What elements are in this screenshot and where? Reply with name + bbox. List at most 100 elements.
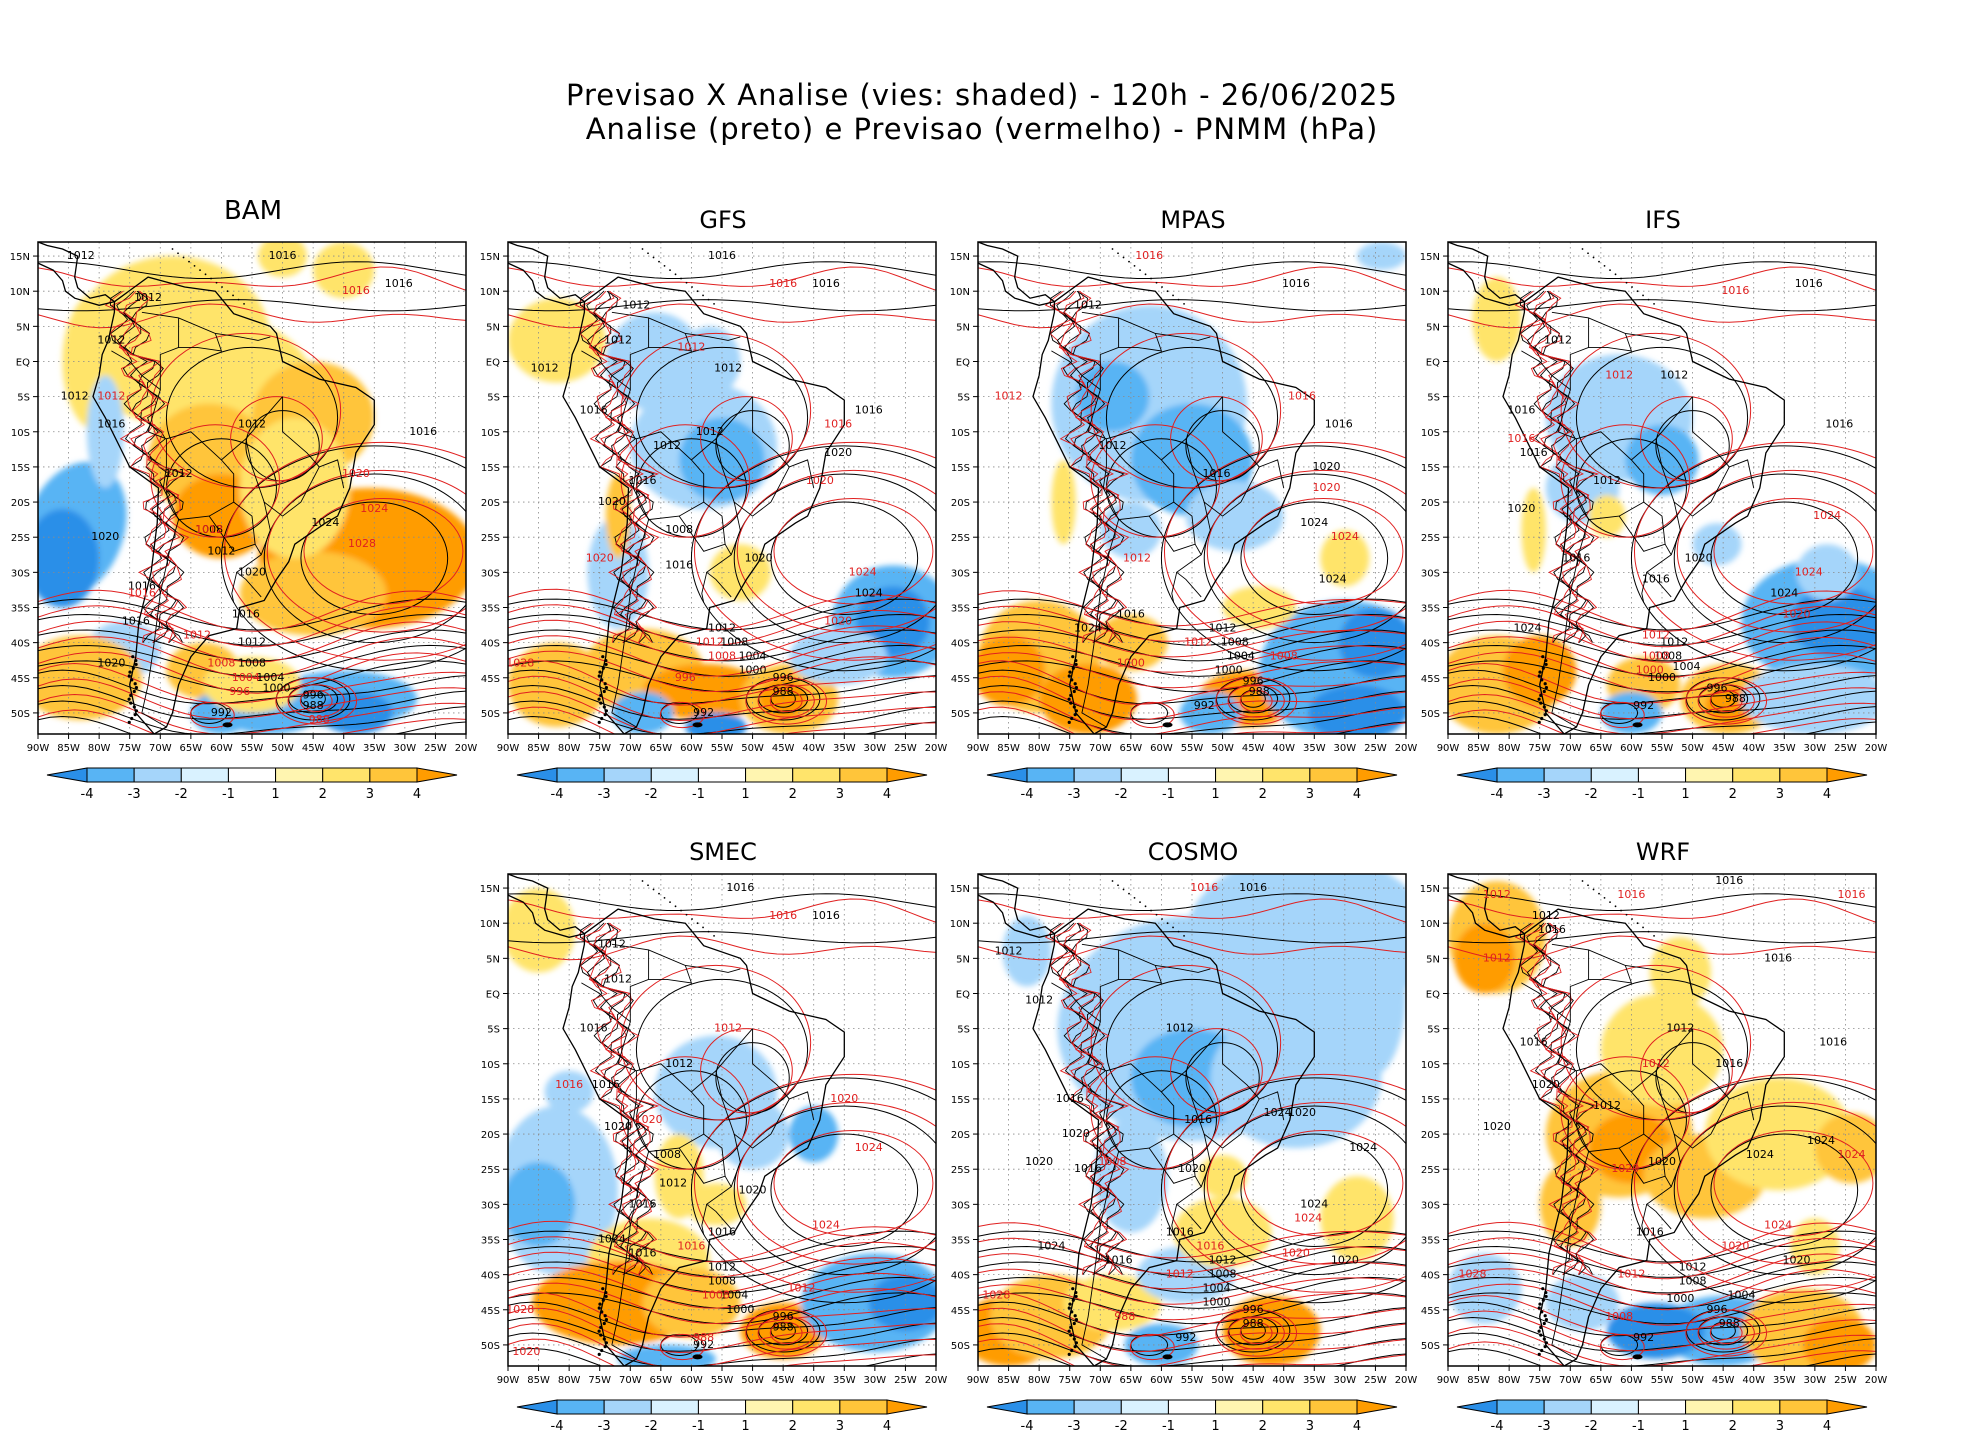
y-tick-label: 50S: [1421, 709, 1440, 720]
x-tick-label: 40W: [1742, 1375, 1765, 1386]
contour-label-analise: 1016: [1795, 277, 1823, 290]
bias-shade: [1692, 523, 1742, 566]
contour-label-previsao: 996: [229, 685, 250, 698]
contour-label-analise: 1008: [1221, 636, 1249, 649]
x-tick-label: 40W: [332, 743, 355, 754]
x-tick-label: 25W: [1834, 743, 1857, 754]
x-tick-label: 30W: [1804, 743, 1827, 754]
y-tick-label: 30S: [951, 1200, 970, 1211]
y-tick-label: 25S: [11, 533, 30, 544]
map-panel-cosmo: 1016101210121012101610201016102410201024…: [950, 873, 1417, 1386]
colorbar-label: 3: [366, 787, 374, 802]
y-tick-label: 5N: [956, 954, 970, 965]
x-tick-label: 80W: [1028, 1375, 1051, 1386]
contour-label-analise: 1012: [696, 425, 724, 438]
contour-label-previsao: 1016: [1288, 390, 1316, 403]
y-tick-label: 35S: [11, 603, 30, 614]
x-tick-label: 40W: [802, 743, 825, 754]
colorbar-cosmo: -4 -3 -2 -1 1 2 3 4: [986, 1399, 1398, 1434]
contour-label-analise: 1020: [1313, 460, 1341, 473]
contour-label-previsao: 1016: [824, 418, 852, 431]
colorbar-label: 3: [1306, 787, 1314, 802]
y-tick-label: 5N: [1426, 954, 1440, 965]
y-tick-label: 10S: [1421, 428, 1440, 439]
bias-shade: [1521, 488, 1546, 573]
contour-label-previsao: 1020: [824, 615, 852, 628]
x-tick-label: 65W: [1590, 1375, 1613, 1386]
colorbar-ifs: -4 -3 -2 -1 1 2 3 4: [1456, 767, 1868, 802]
y-tick-label: 5S: [957, 393, 970, 404]
contour-label-analise: 988: [1725, 692, 1746, 705]
y-tick-label: 10S: [951, 1060, 970, 1071]
colorbar-label: 3: [1776, 1419, 1784, 1434]
y-tick-label: 35S: [1421, 603, 1440, 614]
contour-label-analise: 1000: [726, 1303, 754, 1316]
contour-label-analise: 1020: [97, 657, 125, 670]
contour-label-analise: 1020: [739, 1183, 767, 1196]
contour-label-analise: 1008: [665, 523, 693, 536]
contour-label-previsao: 1020: [830, 1092, 858, 1105]
x-tick-label: 75W: [1528, 1375, 1551, 1386]
contour-label-analise: 1008: [195, 523, 223, 536]
y-tick-label: 15N: [1420, 884, 1440, 895]
contour-label-analise: 1024: [1300, 516, 1328, 529]
colorbar-label: 4: [1353, 787, 1361, 802]
x-tick-label: 70W: [1089, 743, 1112, 754]
y-tick-label: 15S: [1421, 463, 1440, 474]
contour-label-analise: 1012: [238, 636, 266, 649]
contour-label-analise: 1012: [995, 944, 1023, 957]
contour-label-analise: 1016: [580, 404, 608, 417]
contour-label-analise: 1004: [1672, 660, 1700, 673]
colorbar-label: -2: [1115, 1419, 1128, 1434]
bias-shade: [1308, 684, 1406, 734]
contour-label-analise: 1012: [714, 362, 742, 375]
contour-label-previsao: 1016: [342, 284, 370, 297]
y-tick-label: 50S: [951, 1341, 970, 1352]
contour-label-analise: 1016: [1642, 572, 1670, 585]
contour-label-previsao: 1004: [232, 671, 260, 684]
contour-label-analise: 1016: [1166, 1225, 1194, 1238]
y-tick-label: 25S: [1421, 1165, 1440, 1176]
x-tick-label: 85W: [997, 743, 1020, 754]
bias-shade: [679, 326, 741, 397]
x-tick-label: 50W: [1211, 743, 1234, 754]
contour-label-analise: 1024: [855, 586, 883, 599]
x-tick-label: 60W: [680, 1375, 703, 1386]
y-tick-label: 5S: [487, 1025, 500, 1036]
contour-label-analise: 1016: [1825, 418, 1853, 431]
contour-label-analise: 1012: [665, 1057, 693, 1070]
colorbar-label: 2: [1729, 787, 1737, 802]
contour-label-analise: 1012: [134, 291, 162, 304]
colorbar-label: 4: [883, 787, 891, 802]
contour-label-previsao: 1012: [1483, 951, 1511, 964]
contour-label-analise: 1020: [1178, 1162, 1206, 1175]
colorbar-label: 2: [789, 787, 797, 802]
contour-label-analise: 1000: [1666, 1292, 1694, 1305]
y-tick-label: 25S: [951, 533, 970, 544]
contour-label-analise: 1012: [604, 333, 632, 346]
colorbar-mpas: -4 -3 -2 -1 1 2 3 4: [986, 767, 1398, 802]
y-tick-label: 5N: [486, 322, 500, 333]
colorbar-label: -1: [1162, 787, 1175, 802]
y-tick-label: 15S: [951, 463, 970, 474]
contour-label-analise: 1020: [1288, 1106, 1316, 1119]
bias-shade: [355, 502, 454, 587]
x-tick-label: 70W: [149, 743, 172, 754]
bias-shade: [685, 1183, 747, 1226]
x-tick-label: 65W: [650, 1375, 673, 1386]
contour-label-analise: 1016: [1715, 1057, 1743, 1070]
contour-label-analise: 1008: [1209, 1268, 1237, 1281]
x-tick-label: 35W: [1303, 1375, 1326, 1386]
contour-label-analise: 1016: [592, 1078, 620, 1091]
x-tick-label: 90W: [1437, 1375, 1460, 1386]
contour-label-analise: 1012: [1679, 1261, 1707, 1274]
x-tick-label: 80W: [558, 1375, 581, 1386]
y-tick-label: 25S: [951, 1165, 970, 1176]
x-tick-label: 55W: [1181, 1375, 1204, 1386]
x-tick-label: 45W: [1242, 743, 1265, 754]
y-tick-label: 40S: [951, 639, 970, 650]
panel-title-cosmo: COSMO: [1147, 838, 1239, 866]
contour-label-analise: 1008: [653, 1148, 681, 1161]
contour-label-analise: 1024: [598, 1232, 626, 1245]
